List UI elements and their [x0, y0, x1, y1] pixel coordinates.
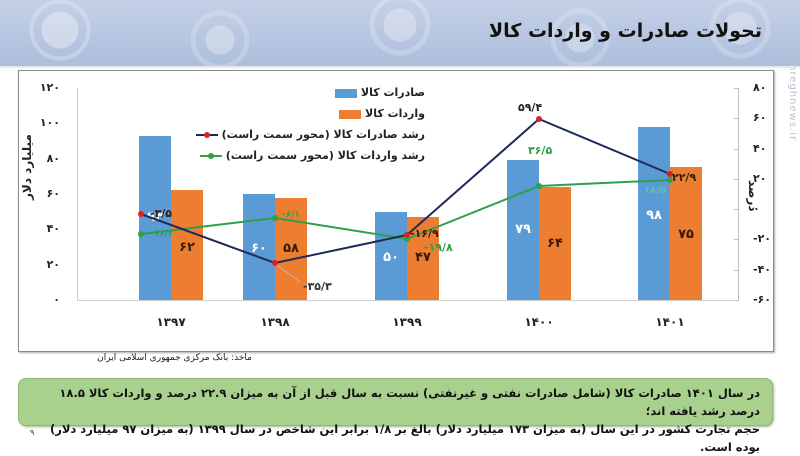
- import-growth-line-icon: [199, 153, 222, 159]
- right-tickmark: [734, 270, 739, 271]
- right-axis-line: [738, 88, 739, 300]
- right-tickmark: [734, 300, 739, 301]
- left-tick: ۶۰: [46, 187, 60, 200]
- export-growth-label: ۵۹/۴: [518, 101, 543, 114]
- right-tick: -۲۰: [753, 232, 771, 245]
- right-tickmark: [734, 179, 739, 180]
- right-tickmark: [734, 209, 739, 210]
- bar-label: ۶۰: [251, 241, 267, 256]
- summary-line-1: در سال ۱۴۰۱ صادرات کالا (شامل صادرات نفت…: [59, 386, 760, 418]
- page-title: تحولات صادرات و واردات کالا: [489, 20, 762, 42]
- right-tickmark: [734, 149, 739, 150]
- exports-swatch-icon: [335, 88, 358, 98]
- bar-label: ۵۰: [383, 250, 399, 265]
- export-growth-label: -۳۵/۳: [303, 280, 332, 293]
- legend-item-import-growth: رشد واردات کالا (محور سمت راست): [199, 149, 425, 170]
- import-growth-label: ۳۶/۵: [528, 144, 553, 157]
- right-tick: ۴۰: [753, 142, 767, 155]
- right-tick: ۸۰: [753, 81, 767, 94]
- summary-line-2: حجم تجارت کشور در این سال (به میزان ۱۷۳ …: [49, 422, 760, 454]
- x-label: ۱۴۰۰: [524, 315, 554, 329]
- left-tick: ۱۲۰: [39, 81, 60, 94]
- legend-item-exports: صادرات کالا: [225, 86, 425, 107]
- export-growth-line-icon: [195, 132, 218, 138]
- right-tick: -۴۰: [753, 263, 771, 276]
- left-tick: ۸۰: [46, 152, 60, 165]
- export-growth-label: -۳/۵: [150, 207, 173, 220]
- x-label: ۱۳۹۸: [260, 315, 290, 329]
- import-growth-label: -۱۶/۲: [150, 229, 174, 239]
- legend-item-imports: واردات کالا: [225, 107, 425, 128]
- export-growth-label: ۲۲/۹: [672, 171, 697, 184]
- bar-label: ۵۸: [283, 241, 299, 256]
- imports-swatch-icon: [339, 109, 362, 119]
- x-label: ۱۳۹۷: [156, 315, 186, 329]
- right-tick: ۰: [753, 202, 760, 215]
- import-growth-label: ۱۸/۵: [644, 185, 666, 196]
- bar-label: ۷۵: [678, 227, 694, 242]
- right-tick: -۶۰: [753, 293, 771, 306]
- right-tickmark: [734, 118, 739, 119]
- right-tick: ۶۰: [753, 111, 767, 124]
- chart-legend: صادرات کالا واردات کالا رشد صادرات کالا …: [195, 86, 425, 170]
- bar-label: ۹۸: [646, 208, 662, 223]
- left-axis-label: میلیارد دلار: [20, 134, 34, 200]
- summary-box: در سال ۱۴۰۱ صادرات کالا (شامل صادرات نفت…: [18, 378, 773, 454]
- right-tick: ۲۰: [753, 172, 767, 185]
- bar-label: ۶۲: [179, 240, 195, 255]
- right-tickmark: [734, 88, 739, 89]
- left-tick: ۰: [53, 293, 60, 306]
- import-growth-label: -۱۹/۸: [424, 241, 453, 254]
- left-tick: ۱۰۰: [39, 116, 60, 129]
- left-tick: ۴۰: [46, 222, 60, 235]
- right-tickmark: [734, 239, 739, 240]
- bar-imports-1401: [670, 167, 702, 300]
- source-note: ماخذ: بانک مرکزی جمهوری اسلامی ایران: [97, 353, 252, 363]
- x-label: ۱۴۰۱: [655, 315, 685, 329]
- right-axis-label: درصد: [746, 180, 760, 212]
- legend-item-export-growth: رشد صادرات کالا (محور سمت راست): [195, 128, 425, 149]
- header-banner: [0, 0, 800, 68]
- left-tick: ۲۰: [46, 258, 60, 271]
- watermark: mashreghnews.ir: [787, 40, 798, 142]
- bar-label: ۶۴: [547, 236, 563, 251]
- plot-area: [77, 88, 739, 301]
- import-growth-label: -۶/۱: [282, 210, 301, 220]
- bar-label: ۷۹: [515, 222, 531, 237]
- x-label: ۱۳۹۹: [392, 315, 422, 329]
- page-number: ۹: [30, 428, 35, 437]
- export-growth-label: -۱۶/۹: [410, 227, 439, 240]
